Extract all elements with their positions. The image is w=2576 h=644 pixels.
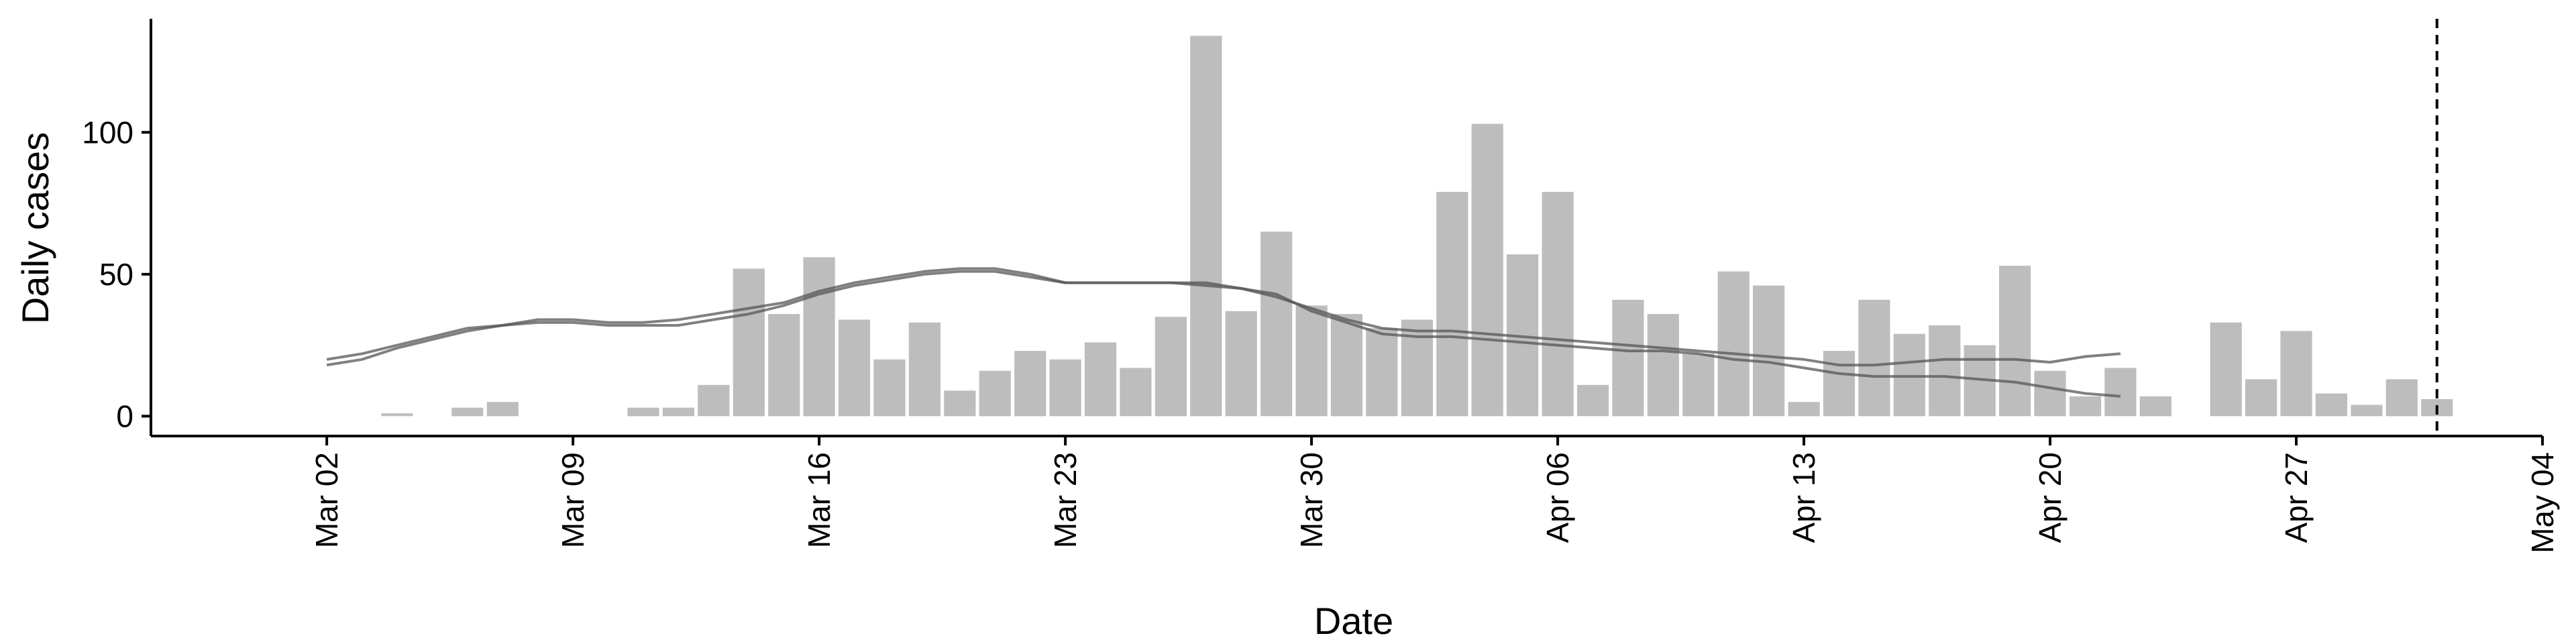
bar <box>908 322 941 417</box>
y-tick-label: 0 <box>116 398 133 433</box>
bar <box>1366 328 1398 417</box>
x-tick-label: May 04 <box>2525 452 2560 553</box>
bar <box>1929 325 1961 417</box>
bar <box>1436 192 1468 417</box>
bar <box>979 370 1011 417</box>
lines-layer <box>326 267 2121 398</box>
bar <box>2069 396 2102 417</box>
bar <box>1295 305 1328 417</box>
bar <box>1330 314 1363 417</box>
bar <box>1260 231 1293 417</box>
bar <box>1999 266 2031 417</box>
bar <box>873 359 906 417</box>
bars-layer <box>381 36 2453 417</box>
bar <box>1542 192 1574 417</box>
bar <box>1049 359 1081 417</box>
y-tick-label: 100 <box>82 115 133 150</box>
y-axis-title: Daily cases <box>14 132 56 324</box>
x-tick-label: Mar 02 <box>309 452 344 548</box>
bar <box>1120 368 1152 417</box>
bar <box>1084 342 1117 417</box>
bar <box>2034 370 2066 417</box>
bar <box>2210 322 2242 417</box>
bar <box>1893 333 1925 417</box>
x-tick-label: Mar 16 <box>802 452 837 548</box>
bar <box>451 407 484 417</box>
bar <box>2104 368 2137 417</box>
x-tick-label: Mar 09 <box>555 452 590 548</box>
bar <box>1225 311 1257 417</box>
bar <box>803 257 835 417</box>
bar <box>1717 271 1750 417</box>
bar <box>381 413 413 417</box>
bar <box>1647 314 1679 417</box>
bar <box>2245 379 2277 417</box>
bar <box>627 407 659 417</box>
bar <box>2351 405 2383 417</box>
series-line-2 <box>326 267 2121 398</box>
bar <box>944 390 976 417</box>
bar <box>1471 123 1503 417</box>
bar <box>1401 319 1433 417</box>
x-tick-label: Mar 30 <box>1294 452 1329 548</box>
bar <box>1155 317 1187 417</box>
x-tick-label: Apr 13 <box>1786 452 1821 543</box>
bar <box>2385 379 2418 417</box>
axes-layer: 0 50 100 Mar 02 Mar 09 Mar 16 Mar 23 Mar 30 Apr … <box>82 19 2560 553</box>
bar <box>698 384 730 417</box>
bar <box>1014 351 1046 417</box>
bar <box>1190 36 1222 417</box>
bar <box>1612 299 1644 417</box>
x-tick-label: Mar 23 <box>1048 452 1083 548</box>
bar <box>1576 384 1609 417</box>
bar <box>838 319 871 417</box>
bar <box>1858 299 1890 417</box>
x-tick-label: Apr 27 <box>2279 452 2314 543</box>
bar <box>1753 285 1785 417</box>
x-axis-title: Date <box>1314 600 1393 642</box>
bar <box>662 407 694 417</box>
x-tick-label: Apr 20 <box>2033 452 2068 543</box>
bar <box>1823 351 1856 417</box>
bar <box>1788 402 1820 417</box>
bar <box>733 268 765 417</box>
bar <box>2315 393 2347 417</box>
bar <box>2280 331 2312 417</box>
series-line-1 <box>326 270 2121 367</box>
bar <box>1682 354 1715 417</box>
x-tick-label: Apr 06 <box>1540 452 1575 543</box>
bar <box>768 314 800 417</box>
bar <box>2139 396 2171 417</box>
y-tick-label: 50 <box>99 257 133 292</box>
bar <box>486 402 519 417</box>
